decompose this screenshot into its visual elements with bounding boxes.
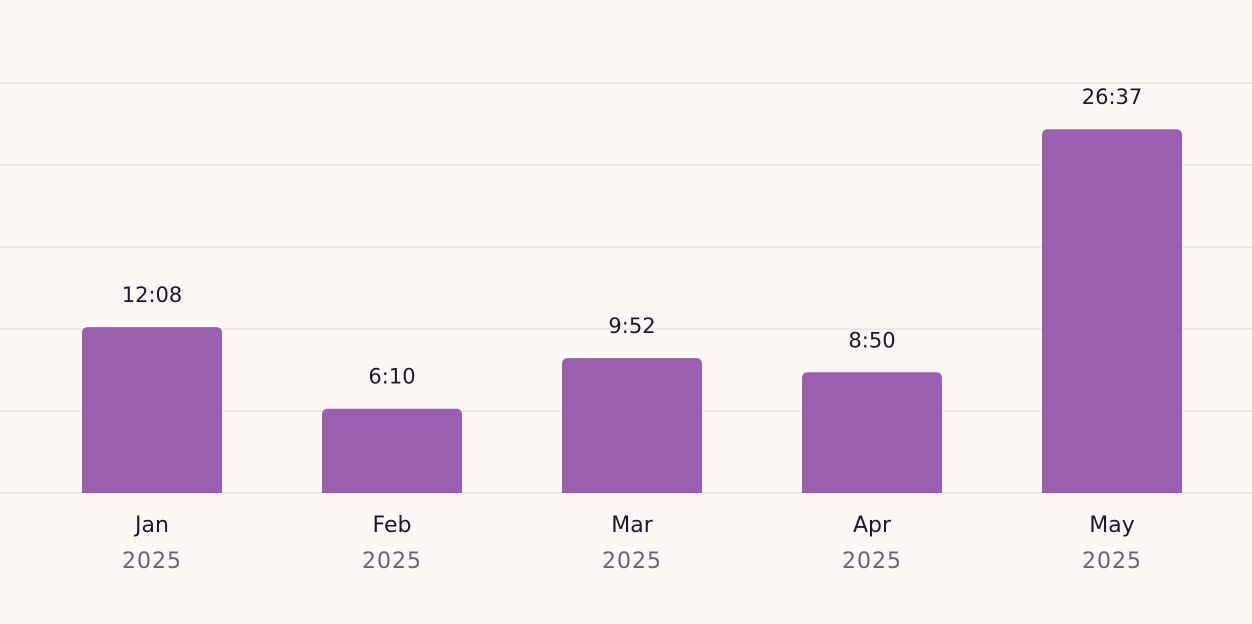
x-tick-label: Mar xyxy=(611,513,653,538)
x-tick-year: 2025 xyxy=(122,549,182,574)
x-tick-year: 2025 xyxy=(1082,549,1142,574)
value-label: 12:08 xyxy=(122,283,183,307)
x-tick-label: Jan xyxy=(133,513,169,538)
value-label: 26:37 xyxy=(1082,85,1143,109)
x-tick-year: 2025 xyxy=(842,549,902,574)
x-tick-label: Feb xyxy=(373,513,412,538)
x-tick-label: May xyxy=(1089,513,1134,538)
value-label: 6:10 xyxy=(368,365,415,389)
value-label: 9:52 xyxy=(608,314,655,338)
value-label: 8:50 xyxy=(848,328,895,352)
bar xyxy=(82,327,222,493)
x-tick-year: 2025 xyxy=(602,549,662,574)
x-tick-year: 2025 xyxy=(362,549,422,574)
bar xyxy=(562,358,702,493)
x-tick-label: Apr xyxy=(853,513,892,538)
bar xyxy=(802,372,942,493)
bar xyxy=(322,408,462,493)
bar xyxy=(1042,129,1182,493)
